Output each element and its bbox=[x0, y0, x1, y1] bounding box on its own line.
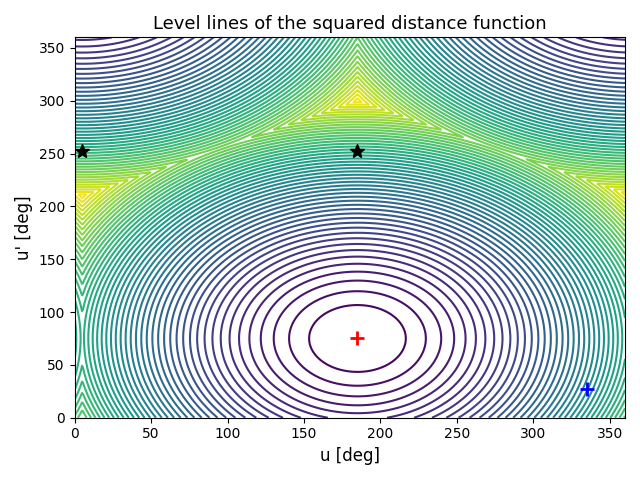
Title: Level lines of the squared distance function: Level lines of the squared distance func… bbox=[153, 15, 547, 33]
Y-axis label: u' [deg]: u' [deg] bbox=[15, 195, 33, 260]
X-axis label: u [deg]: u [deg] bbox=[320, 447, 380, 465]
